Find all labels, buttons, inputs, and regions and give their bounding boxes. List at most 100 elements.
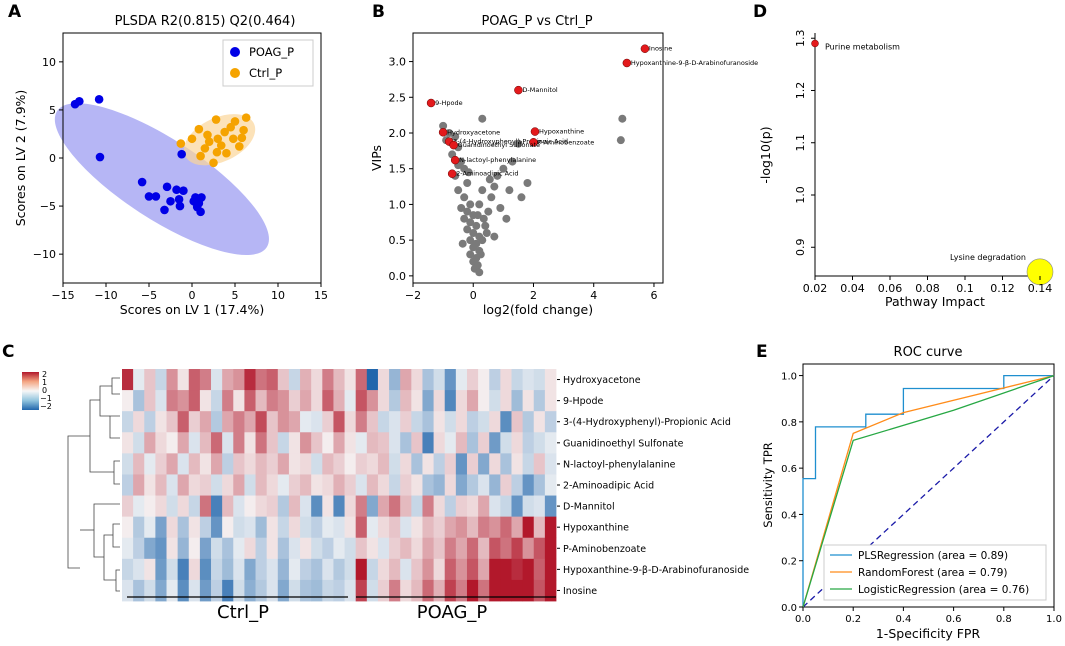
heatmap-cell (233, 495, 245, 518)
heatmap-cell (511, 579, 524, 602)
heatmap-cell (199, 579, 212, 602)
y-tick-label: 0 (49, 152, 56, 165)
heatmap-cell (199, 411, 212, 433)
heatmap-cell (444, 474, 457, 496)
x-tick-label: 15 (314, 289, 328, 302)
significant-label: Inosine (649, 45, 672, 53)
heatmap-cell (544, 495, 557, 518)
heatmap-cell (522, 474, 535, 496)
heatmap-cell (377, 579, 390, 602)
heatmap-cell (500, 537, 512, 560)
grey-point (493, 171, 502, 180)
heatmap-cell (366, 432, 379, 454)
heatmap-cell (277, 516, 290, 539)
heatmap-cell (155, 537, 167, 560)
roc-curve (802, 374, 1054, 607)
heatmap-cell (400, 558, 412, 581)
heatmap-cell (188, 579, 201, 602)
grey-point (485, 175, 494, 184)
heatmap-cell (266, 537, 279, 560)
heatmap-cell (255, 537, 268, 560)
heatmap-cell (478, 390, 490, 412)
heatmap-cell (222, 579, 234, 602)
heatmap-cell (444, 432, 457, 454)
poag-point (151, 192, 161, 201)
heatmap-cell (144, 474, 156, 496)
significant-label: 9-Hpode (435, 99, 463, 107)
poag-point (175, 201, 185, 211)
heatmap-cell (255, 411, 268, 433)
heatmap-cell (478, 474, 490, 496)
heatmap-cell (389, 579, 401, 602)
panel-d-pathway: Lysine degradation Purine metabolism 0.02 0… (758, 29, 1054, 309)
heatmap-cell (411, 411, 423, 433)
x-tick-label: −10 (94, 289, 117, 302)
heatmap-cell (177, 411, 190, 433)
colorbar-tick: 0 (42, 386, 47, 395)
heatmap-row-label: 3-(4-Hydroxyphenyl)-Propionic Acid (563, 417, 731, 428)
grey-point (473, 211, 482, 220)
heatmap-cell (389, 432, 401, 454)
heatmap-cell (166, 474, 179, 496)
heatmap-cell (144, 390, 156, 412)
heatmap-cell (377, 537, 390, 560)
heatmap-cell (489, 453, 501, 475)
significant-label: N-lactoyl-phenylalanine (459, 156, 536, 164)
heatmap-cell (211, 369, 223, 391)
heatmap-cell (166, 432, 179, 454)
heatmap-cell (344, 579, 357, 602)
heatmap-cell (133, 558, 145, 581)
poag-point (144, 192, 154, 201)
colorbar-tick: 1 (42, 378, 47, 387)
heatmap-cell (266, 474, 279, 496)
heatmap-cell (277, 558, 290, 581)
y-tick-label: 1.1 (794, 134, 807, 152)
heatmap-cell (466, 390, 479, 412)
roc-curve (802, 374, 1055, 608)
heatmap-cell (377, 558, 390, 581)
heatmap-cell (400, 516, 412, 539)
ctrl-point (194, 124, 204, 134)
y-tick-label: 2.5 (389, 91, 407, 104)
heatmap-cell (277, 453, 290, 475)
colorbar-tick: −1 (40, 394, 52, 403)
colorbar-tick: 2 (42, 370, 47, 379)
grey-point (490, 232, 499, 241)
colorbar-tick: −2 (40, 402, 52, 411)
heatmap-cell (355, 390, 368, 412)
heatmap-cell (444, 411, 457, 433)
heatmap-cell (478, 579, 490, 602)
heatmap-cell (322, 369, 334, 391)
poag-point (172, 185, 181, 195)
heatmap-cell (144, 432, 156, 454)
heatmap-cell (366, 390, 379, 412)
heatmap-cell (544, 390, 557, 412)
heatmap-cell (444, 390, 457, 412)
y-tick-label: 0.0 (389, 270, 407, 283)
heatmap-cell (389, 537, 401, 560)
heatmap-cell (344, 432, 357, 454)
significant-point (450, 155, 460, 165)
y-tick-label: 0.0 (781, 603, 797, 614)
heatmap-cell (455, 432, 468, 454)
heatmap-cell (533, 432, 546, 454)
heatmap-cell (344, 453, 357, 475)
heatmap-cell (288, 558, 301, 581)
heatmap-cell (344, 390, 357, 412)
heatmap-cell (244, 474, 256, 496)
heatmap-cell (455, 495, 468, 518)
grey-point (517, 193, 526, 202)
x-tick-label: 0.06 (878, 282, 903, 295)
heatmap-cell (544, 453, 557, 475)
grey-point (496, 204, 505, 212)
heatmap-cell (311, 537, 323, 560)
heatmap-cell (222, 516, 234, 539)
heatmap-cell (455, 369, 468, 391)
heatmap-cell (511, 453, 524, 475)
heatmap-cell (355, 411, 368, 433)
heatmap-cell (244, 579, 256, 602)
heatmap-cell (233, 558, 245, 581)
heatmap-cell (233, 537, 245, 560)
heatmap-cell (211, 432, 223, 454)
heatmap-cell (478, 537, 490, 560)
